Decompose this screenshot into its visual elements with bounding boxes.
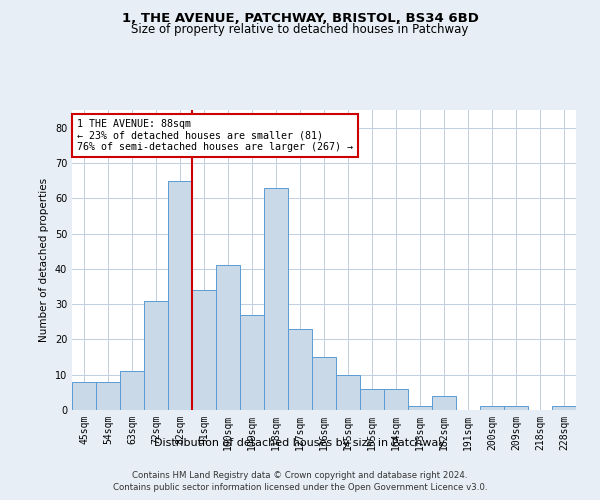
Text: Size of property relative to detached houses in Patchway: Size of property relative to detached ho… [131, 22, 469, 36]
Bar [144, 300, 168, 410]
Bar [264, 188, 288, 410]
Bar [216, 266, 240, 410]
Bar [168, 180, 192, 410]
Text: Contains public sector information licensed under the Open Government Licence v3: Contains public sector information licen… [113, 484, 487, 492]
Bar [504, 406, 528, 410]
Bar [336, 374, 360, 410]
Bar [96, 382, 120, 410]
Bar [480, 406, 504, 410]
Bar [432, 396, 456, 410]
Bar [288, 329, 312, 410]
Bar [384, 389, 408, 410]
Text: 1 THE AVENUE: 88sqm
← 23% of detached houses are smaller (81)
76% of semi-detach: 1 THE AVENUE: 88sqm ← 23% of detached ho… [77, 119, 353, 152]
Text: 1, THE AVENUE, PATCHWAY, BRISTOL, BS34 6BD: 1, THE AVENUE, PATCHWAY, BRISTOL, BS34 6… [122, 12, 478, 26]
Y-axis label: Number of detached properties: Number of detached properties [39, 178, 49, 342]
Bar [552, 406, 576, 410]
Bar [240, 314, 264, 410]
Bar [360, 389, 384, 410]
Bar [312, 357, 336, 410]
Text: Contains HM Land Registry data © Crown copyright and database right 2024.: Contains HM Land Registry data © Crown c… [132, 471, 468, 480]
Text: Distribution of detached houses by size in Patchway: Distribution of detached houses by size … [155, 438, 445, 448]
Bar [72, 382, 96, 410]
Bar [192, 290, 216, 410]
Bar [408, 406, 432, 410]
Bar [120, 371, 144, 410]
